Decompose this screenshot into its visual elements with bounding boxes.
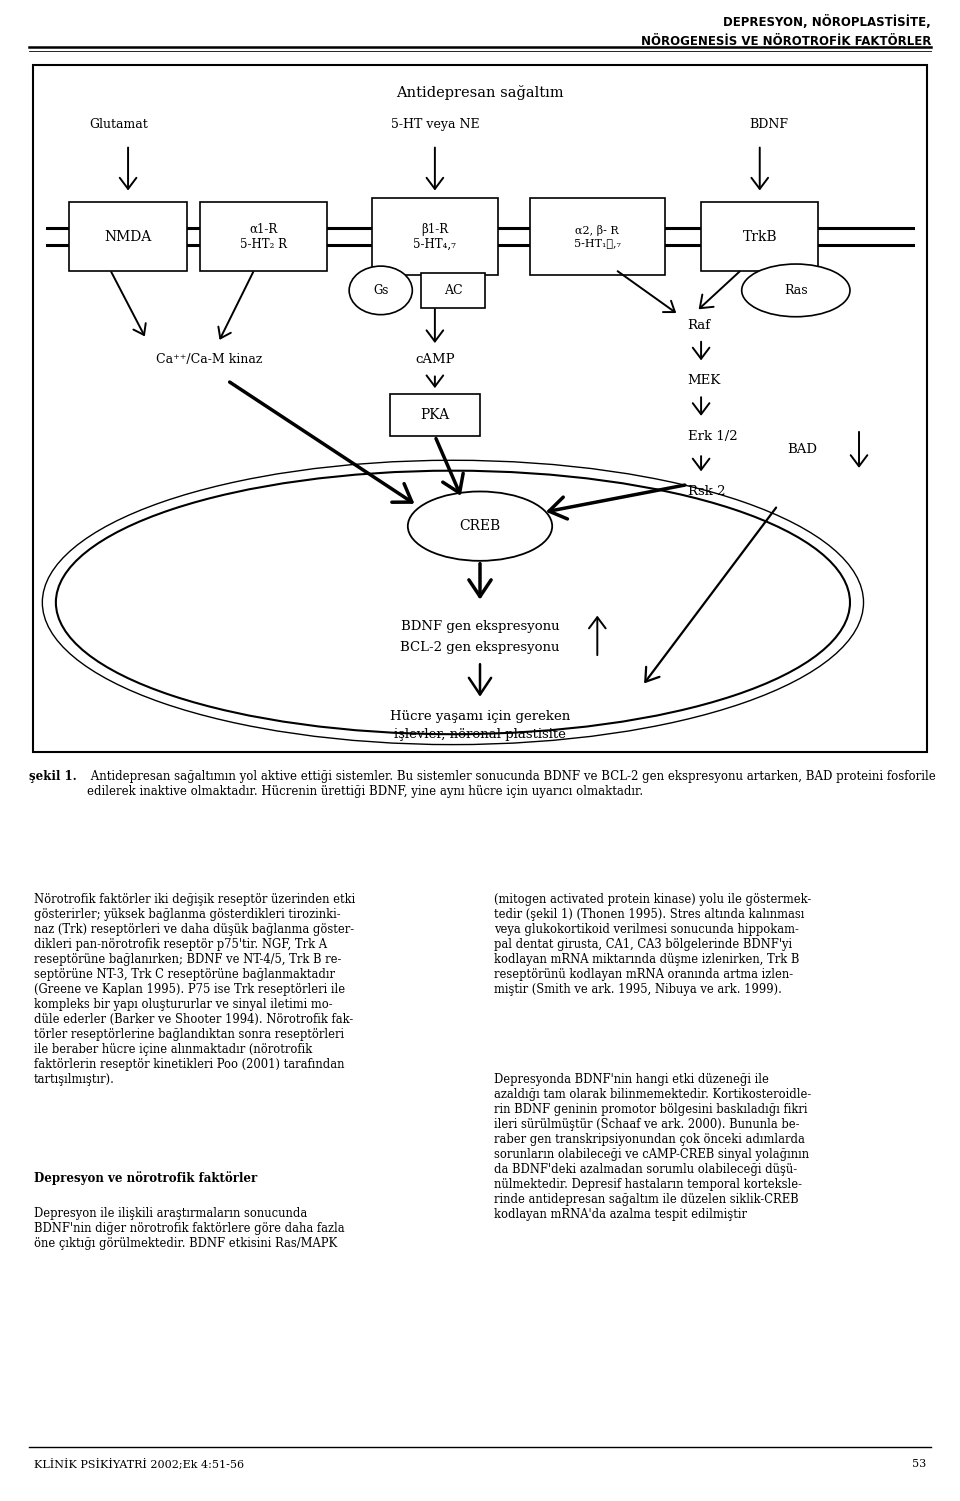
Text: KLİNİK PSİKİYATRİ 2002;Ek 4:51-56: KLİNİK PSİKİYATRİ 2002;Ek 4:51-56 <box>34 1459 244 1469</box>
Text: PKA: PKA <box>420 408 449 422</box>
Text: MEK: MEK <box>687 374 721 387</box>
Text: α2, β- R
5-HT₁⁁,₇: α2, β- R 5-HT₁⁁,₇ <box>574 225 621 248</box>
Text: Hücre yaşamı için gereken: Hücre yaşamı için gereken <box>390 710 570 723</box>
FancyBboxPatch shape <box>421 273 485 308</box>
FancyBboxPatch shape <box>390 395 480 435</box>
FancyBboxPatch shape <box>69 203 186 272</box>
FancyBboxPatch shape <box>34 65 926 752</box>
Text: Depresyonda BDNF'nin hangi etki düzeneği ile
azaldığı tam olarak bilinmemektedir: Depresyonda BDNF'nin hangi etki düzeneği… <box>494 1073 811 1222</box>
FancyBboxPatch shape <box>372 198 498 275</box>
Text: CREB: CREB <box>460 519 500 533</box>
Text: BAD: BAD <box>787 443 817 456</box>
Text: Depresyon ve nörotrofik faktörler: Depresyon ve nörotrofik faktörler <box>34 1171 257 1184</box>
Text: cAMP: cAMP <box>415 353 455 366</box>
Text: 5-HT veya NE: 5-HT veya NE <box>391 119 479 131</box>
FancyBboxPatch shape <box>201 203 326 272</box>
Text: (mitogen activated protein kinase) yolu ile göstermek-
tedir (şekil 1) (Thonen 1: (mitogen activated protein kinase) yolu … <box>494 893 811 997</box>
Text: α1-R
5-HT₂ R: α1-R 5-HT₂ R <box>240 222 287 251</box>
Text: AC: AC <box>444 284 463 297</box>
Text: BDNF gen ekspresyonu: BDNF gen ekspresyonu <box>400 620 560 633</box>
Ellipse shape <box>42 461 864 744</box>
Text: Erk 1/2: Erk 1/2 <box>687 429 737 443</box>
FancyBboxPatch shape <box>701 203 818 272</box>
Text: TrkB: TrkB <box>742 230 777 243</box>
Text: DEPRESYON, NÖROPLASTİSİTE,: DEPRESYON, NÖROPLASTİSİTE, <box>724 15 931 29</box>
Text: Nörotrofik faktörler iki değişik reseptör üzerinden etki
gösterirler; yüksek bağ: Nörotrofik faktörler iki değişik reseptö… <box>34 893 355 1087</box>
Text: Antidepresan sağaltım: Antidepresan sağaltım <box>396 86 564 101</box>
Text: Antidepresan sağaltımın yol aktive ettiği sistemler. Bu sistemler sonucunda BDNF: Antidepresan sağaltımın yol aktive ettiğ… <box>87 770 936 799</box>
Text: 53: 53 <box>912 1459 926 1469</box>
Text: β1-R
5-HT₄,₇: β1-R 5-HT₄,₇ <box>414 222 456 251</box>
Text: Depresyon ile ilişkili araştırmaların sonucunda
BDNF'nin diğer nörotrofik faktör: Depresyon ile ilişkili araştırmaların so… <box>34 1207 345 1250</box>
Ellipse shape <box>56 471 850 734</box>
Text: NÖROGENESİS VE NÖROTROFİK FAKTÖRLER: NÖROGENESİS VE NÖROTROFİK FAKTÖRLER <box>641 35 931 48</box>
Text: Raf: Raf <box>687 318 710 332</box>
Text: BDNF: BDNF <box>749 119 788 131</box>
Text: NMDA: NMDA <box>105 230 152 243</box>
FancyBboxPatch shape <box>530 198 665 275</box>
Ellipse shape <box>349 266 413 315</box>
Text: Glutamat: Glutamat <box>89 119 149 131</box>
Ellipse shape <box>408 491 552 561</box>
Text: Rsk 2: Rsk 2 <box>687 485 725 498</box>
Ellipse shape <box>742 264 850 317</box>
Text: işlevler, nöronal plastisite: işlevler, nöronal plastisite <box>394 728 566 740</box>
Text: Gs: Gs <box>373 284 389 297</box>
Text: BCL-2 gen ekspresyonu: BCL-2 gen ekspresyonu <box>400 641 560 654</box>
Text: şekil 1.: şekil 1. <box>29 770 77 784</box>
Text: Ca⁺⁺/Ca-M kinaz: Ca⁺⁺/Ca-M kinaz <box>156 353 262 366</box>
Text: Ras: Ras <box>784 284 807 297</box>
